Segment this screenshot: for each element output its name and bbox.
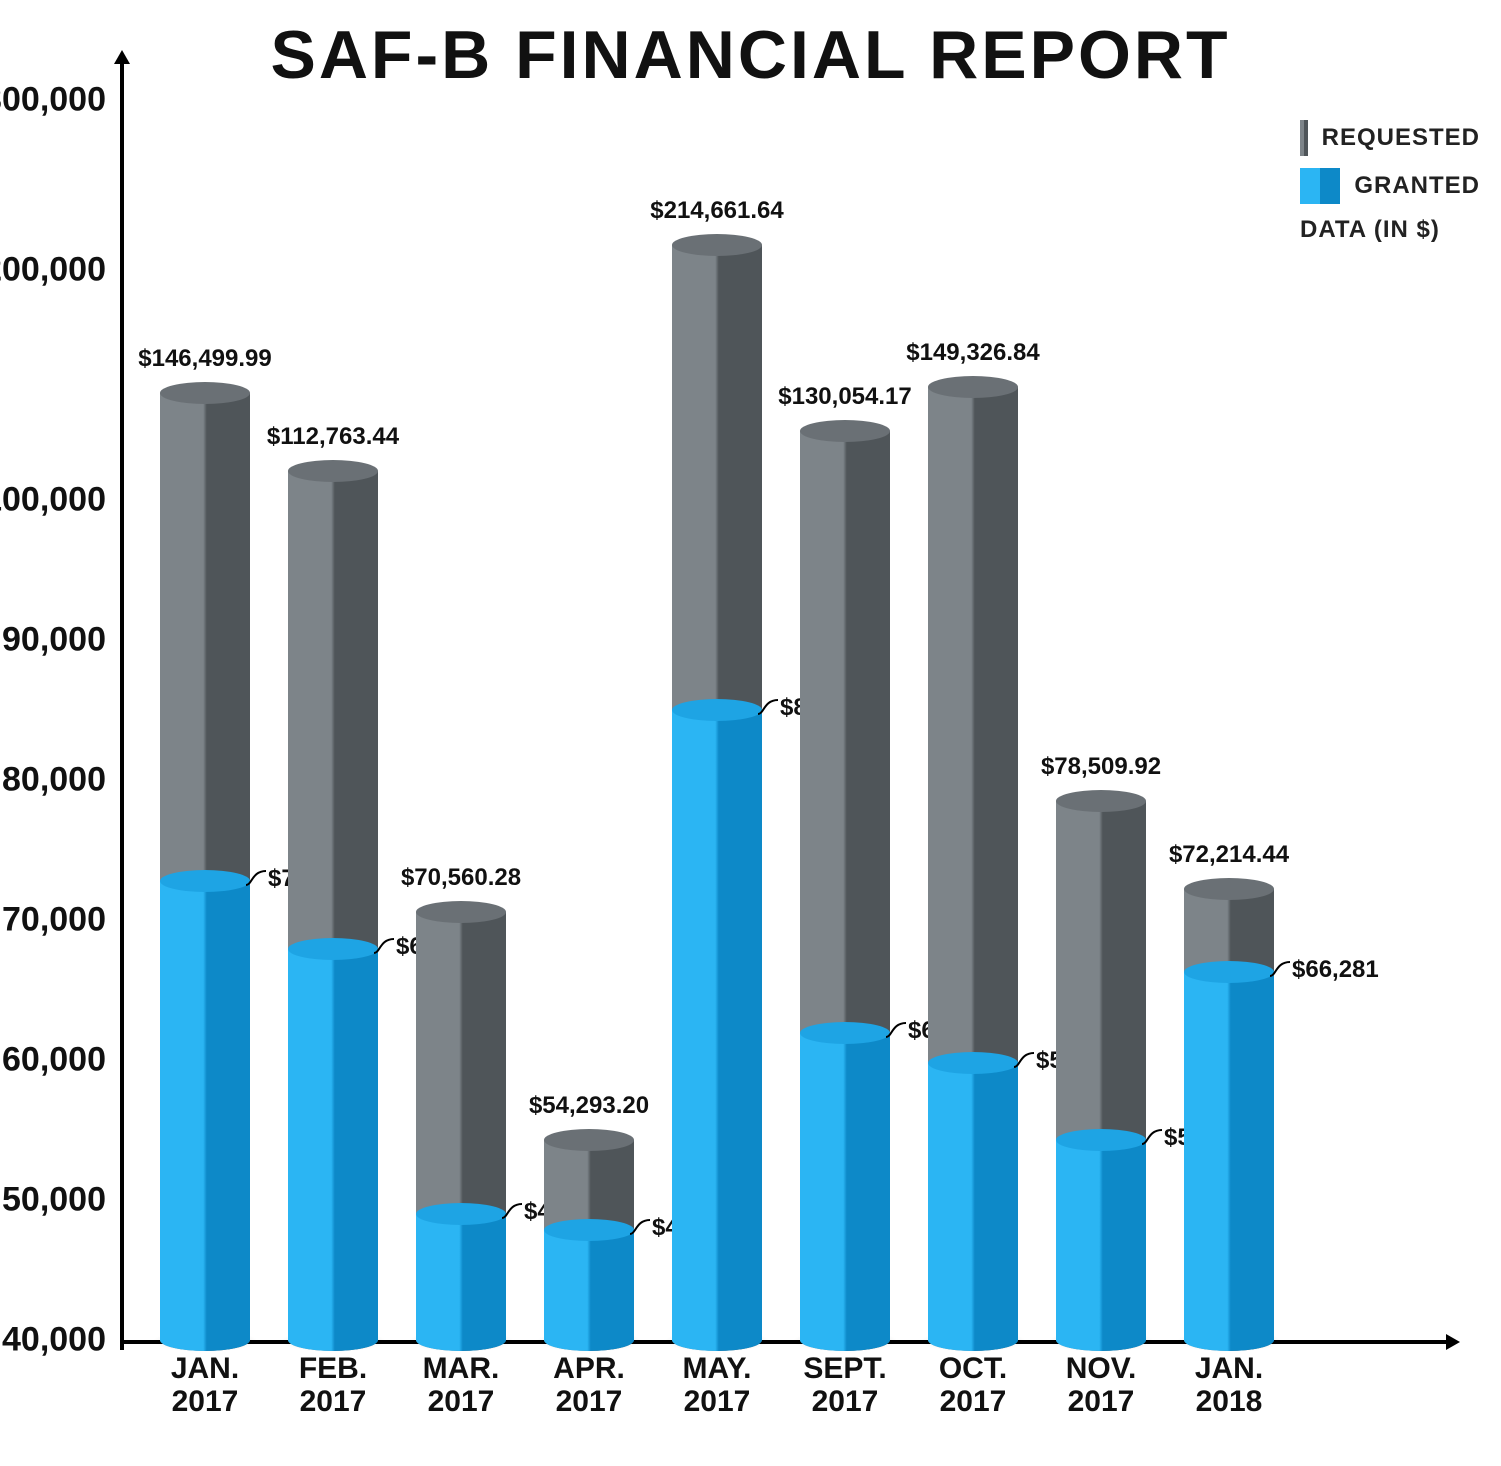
x-axis-month-label: MAY.2017 (683, 1352, 752, 1418)
bar-granted-value: $66,281 (1292, 956, 1379, 984)
bar-group: $112,763.44$67,925 (288, 70, 378, 1340)
legend-label-requested: REQUESTED (1322, 124, 1480, 152)
bar-group: $72,214.44$66,281 (1184, 70, 1274, 1340)
bar-requested-value: $72,214.44 (1169, 841, 1289, 869)
bar-requested-value: $149,326.84 (906, 339, 1039, 367)
x-axis-month-label: MAR.2017 (423, 1352, 500, 1418)
bar-granted (544, 1230, 634, 1340)
bar-requested-value: $130,054.17 (778, 383, 911, 411)
bar-group: $149,326.84$59,792 (928, 70, 1018, 1340)
bar-requested-value: $112,763.44 (267, 423, 399, 451)
x-axis-labels: JAN.2017 FEB.2017 MAR.2017 APR.2017 MAY.2017… (120, 1340, 1270, 1430)
bar-requested-value: $70,560.28 (401, 864, 521, 892)
x-axis-month-label: JAN.2018 (1195, 1352, 1263, 1418)
y-tick-label: 60,000 (2, 1041, 106, 1080)
bar-group: $78,509.92$54,253 (1056, 70, 1146, 1340)
legend-caption: DATA (IN $) (1300, 216, 1480, 244)
x-axis-arrow-icon (1446, 1334, 1460, 1350)
legend-swatch-granted-icon (1300, 168, 1340, 204)
bar-granted (288, 949, 378, 1340)
legend-requested: REQUESTED (1300, 120, 1480, 156)
legend-swatch-requested-icon (1300, 120, 1308, 156)
plot-area: 40,00050,00060,00070,00080,00090,000100,… (120, 70, 1270, 1340)
bar-granted (672, 710, 762, 1340)
y-axis (120, 60, 124, 1350)
bar-granted (1184, 972, 1274, 1340)
x-axis-month-label: APR.2017 (553, 1352, 625, 1418)
bar-granted (800, 1033, 890, 1340)
legend: REQUESTED GRANTED DATA (IN $) (1300, 120, 1480, 244)
bar-granted (416, 1214, 506, 1340)
x-axis-month-label: JAN.2017 (171, 1352, 239, 1418)
y-tick-label: 300,000 (0, 81, 106, 120)
financial-report-chart: SAF-B FINANCIAL REPORT 40,00050,00060,00… (0, 0, 1501, 1466)
legend-label-granted: GRANTED (1354, 172, 1480, 200)
bar-group: $214,661.64$85,000 (672, 70, 762, 1340)
bar-group: $130,054.17$61,930 (800, 70, 890, 1340)
y-tick-label: 40,000 (2, 1321, 106, 1360)
y-tick-label: 50,000 (2, 1181, 106, 1220)
y-tick-label: 90,000 (2, 621, 106, 660)
bar-requested-value: $146,499.99 (138, 345, 271, 373)
x-axis-month-label: SEPT.2017 (803, 1352, 886, 1418)
x-axis-month-label: OCT.2017 (939, 1352, 1007, 1418)
bar-group: $146,499.99$72,788 (160, 70, 250, 1340)
bar-group: $70,560.28$48,993 (416, 70, 506, 1340)
bar-granted (928, 1063, 1018, 1340)
legend-granted: GRANTED (1300, 168, 1480, 204)
y-tick-label: 200,000 (0, 251, 106, 290)
bar-requested-value: $54,293.20 (529, 1092, 649, 1120)
y-tick-label: 100,000 (0, 481, 106, 520)
bar-requested-value: $214,661.64 (650, 197, 783, 225)
x-axis-month-label: FEB.2017 (299, 1352, 367, 1418)
y-axis-arrow-icon (114, 50, 130, 64)
bar-granted (160, 881, 250, 1340)
y-tick-label: 70,000 (2, 901, 106, 940)
x-axis-month-label: NOV.2017 (1066, 1352, 1137, 1418)
bar-group: $54,293.20$47,856 (544, 70, 634, 1340)
bar-granted (1056, 1140, 1146, 1340)
bar-requested-value: $78,509.92 (1041, 753, 1161, 781)
y-tick-label: 80,000 (2, 761, 106, 800)
